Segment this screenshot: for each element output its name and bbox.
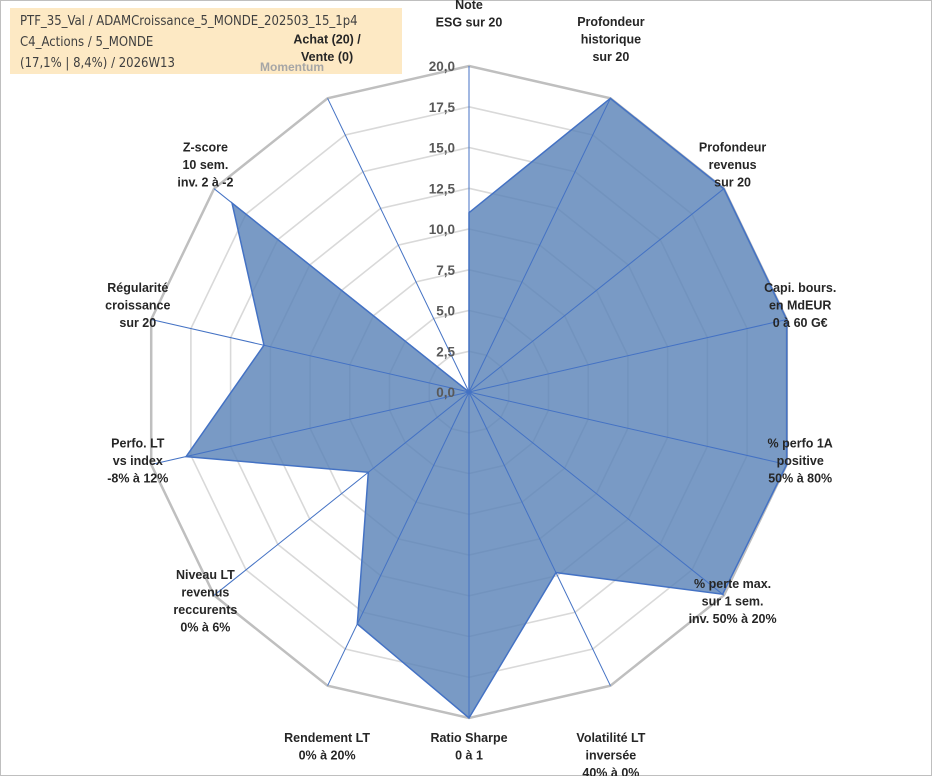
radar-spoke bbox=[327, 98, 470, 393]
tick-label: 7,5 bbox=[436, 263, 455, 278]
category-label-line: Volatilité LT bbox=[576, 731, 645, 745]
info-box: PTF_35_Val / ADAMCroissance_5_MONDE_2025… bbox=[10, 8, 402, 74]
radar-spokes bbox=[151, 66, 787, 718]
category-label: Niveau LT revenus reccurents 0% à 6% bbox=[173, 568, 237, 635]
category-label-line: en MdEUR bbox=[769, 298, 832, 312]
category-label-line: Z-score bbox=[183, 141, 228, 155]
category-label-line: sur 20 bbox=[592, 50, 629, 64]
category-label-line: ESG sur 20 bbox=[436, 16, 503, 30]
category-label-line: inversée bbox=[586, 749, 637, 763]
category-label-line: % perte max. bbox=[694, 577, 771, 591]
tick-label: 5,0 bbox=[436, 304, 455, 319]
tick-label: 0,0 bbox=[436, 385, 455, 400]
category-label: % perte max. sur 1 sem. inv. 50% à 20% bbox=[689, 577, 777, 626]
category-label-line: sur 20 bbox=[119, 316, 156, 330]
category-label-line: reccurents bbox=[173, 603, 237, 617]
category-label-line: Régularité bbox=[107, 281, 168, 295]
category-label-line: Perfo. LT bbox=[111, 437, 165, 451]
category-label-line: positive bbox=[777, 454, 824, 468]
category-label-line: Capi. bours. bbox=[764, 281, 836, 295]
category-label-line: 0% à 6% bbox=[180, 621, 230, 635]
category-label-line: Niveau LT bbox=[176, 568, 235, 582]
radar-spoke bbox=[213, 391, 470, 596]
category-label-line: historique bbox=[581, 33, 641, 47]
category-label: Rendement LT 0% à 20% bbox=[284, 731, 370, 763]
portfolio-title: PTF_35_Val / ADAMCroissance_5_MONDE_2025… bbox=[20, 14, 358, 29]
category-label: Volatilité LT inversée 40% à 0% bbox=[576, 731, 645, 776]
category-label-line: revenus bbox=[181, 586, 229, 600]
category-label: Perfo. LT vs index -8% à 12% bbox=[107, 437, 168, 486]
radial-tick-labels: 0,0 2,5 5,0 7,5 10,0 12,5 15,0 17,5 20,0 bbox=[429, 59, 456, 400]
tick-label: 17,5 bbox=[429, 100, 456, 115]
category-label-line: 0% à 20% bbox=[299, 749, 356, 763]
portfolio-subtitle: C4_Actions / 5_MONDE bbox=[20, 35, 154, 50]
tick-label: 15,0 bbox=[429, 141, 455, 156]
portfolio-stats: (17,1% | 8,4%) / 2026W13 bbox=[20, 56, 175, 71]
category-label-line: 0 à 1 bbox=[455, 749, 483, 763]
radar-spoke bbox=[468, 391, 725, 596]
radar-spoke bbox=[468, 98, 611, 393]
category-label: Capi. bours. en MdEUR 0 à 60 G€ bbox=[764, 281, 836, 330]
category-label-line: inv. 50% à 20% bbox=[689, 612, 777, 626]
category-label-line: 0 à 60 G€ bbox=[773, 316, 828, 330]
category-label-line: Achat (20) / bbox=[293, 33, 361, 47]
tick-label: 20,0 bbox=[429, 59, 455, 74]
category-label-line: -8% à 12% bbox=[107, 472, 168, 486]
category-label-line: 50% à 80% bbox=[768, 472, 832, 486]
radar-spoke bbox=[468, 188, 725, 393]
category-label-line: inv. 2 à -2 bbox=[177, 176, 233, 190]
category-label-line: 40% à 0% bbox=[582, 766, 639, 776]
category-label-line: revenus bbox=[709, 158, 757, 172]
tick-label: 12,5 bbox=[429, 181, 456, 196]
momentum-label: Momentum bbox=[260, 60, 324, 74]
radar-spoke bbox=[151, 319, 470, 393]
category-label-line: Profondeur bbox=[577, 15, 644, 29]
category-label-line: sur 20 bbox=[714, 176, 751, 190]
category-label-line: Profondeur bbox=[699, 141, 766, 155]
radar-spoke bbox=[468, 391, 787, 465]
axis-category-labels: Momentum Note ESG sur 20 Profondeur histori… bbox=[105, 0, 836, 776]
category-label: Achat (20) / Vente (0) bbox=[293, 33, 361, 64]
radar-spoke bbox=[327, 391, 470, 686]
category-label-line: vs index bbox=[113, 454, 163, 468]
category-label: Profondeur revenus sur 20 bbox=[699, 141, 766, 190]
category-label-line: Rendement LT bbox=[284, 731, 370, 745]
radar-spoke bbox=[468, 319, 787, 393]
category-label: % perfo 1A positive 50% à 80% bbox=[768, 437, 833, 486]
category-label-line: croissance bbox=[105, 298, 170, 312]
radar-spoke bbox=[468, 391, 611, 686]
category-label-line: Ratio Sharpe bbox=[430, 731, 507, 745]
tick-label: 2,5 bbox=[436, 344, 455, 359]
category-label: Ratio Sharpe 0 à 1 bbox=[430, 731, 507, 763]
category-label-line: sur 1 sem. bbox=[702, 595, 764, 609]
category-label: Régularité croissance sur 20 bbox=[105, 281, 170, 330]
radar-spoke bbox=[213, 188, 470, 393]
category-label-line: Vente (0) bbox=[301, 50, 353, 64]
category-label: Note ESG sur 20 bbox=[436, 0, 503, 30]
tick-label: 10,0 bbox=[429, 222, 455, 237]
category-label: Profondeur historique sur 20 bbox=[577, 15, 644, 64]
category-label-line: 10 sem. bbox=[182, 158, 228, 172]
category-label: Z-score 10 sem. inv. 2 à -2 bbox=[177, 141, 233, 190]
category-label-line: % perfo 1A bbox=[768, 437, 833, 451]
category-label-line: Note bbox=[455, 0, 483, 12]
radar-spoke bbox=[151, 391, 470, 465]
